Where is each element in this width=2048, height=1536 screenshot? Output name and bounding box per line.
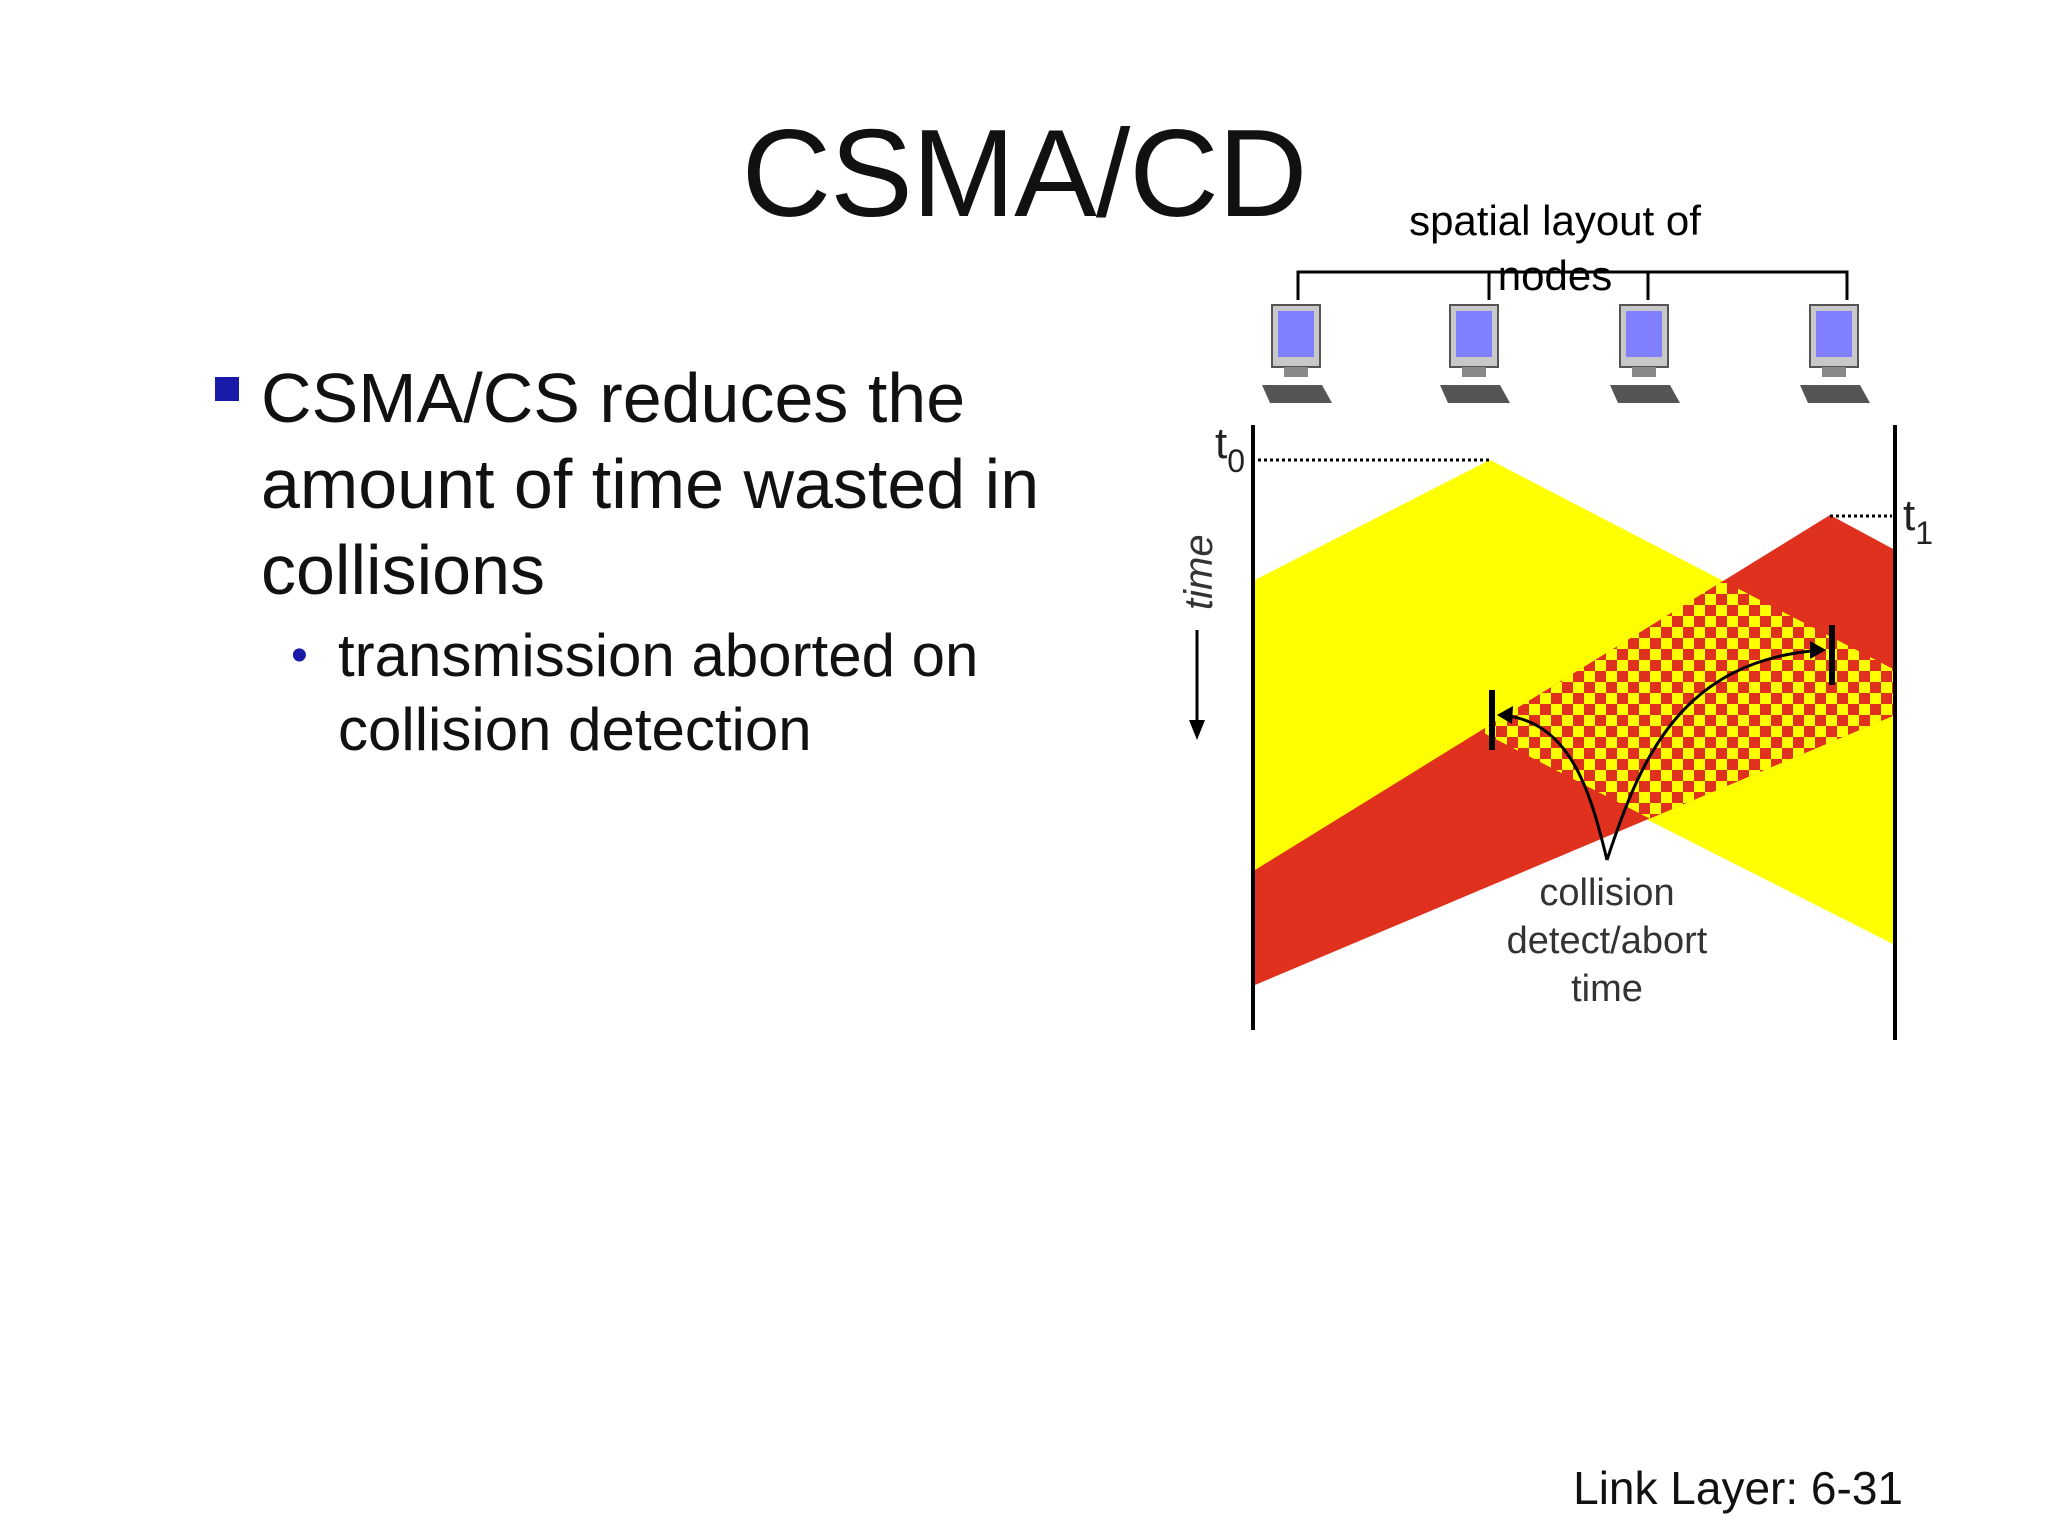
square-bullet-icon bbox=[215, 377, 239, 401]
t0-label: t0 bbox=[1215, 419, 1245, 479]
collision-arrow-right bbox=[1605, 648, 1823, 861]
layout-label-line2: nodes bbox=[1498, 252, 1612, 299]
collision-label-line3: time bbox=[1571, 968, 1643, 1010]
layout-bracket bbox=[1296, 270, 1849, 300]
bullet-sub: • transmission aborted on collision dete… bbox=[215, 619, 1115, 767]
slide-title: CSMA/CD bbox=[741, 105, 1308, 243]
collision-label-line1: collision bbox=[1539, 872, 1674, 914]
round-bullet-icon: • bbox=[291, 629, 308, 682]
bullet-main-text: CSMA/CS reduces the amount of time waste… bbox=[261, 359, 1040, 609]
layout-label-line1: spatial layout of bbox=[1409, 197, 1701, 244]
time-arrow-head-icon bbox=[1189, 720, 1205, 740]
computer-icon bbox=[1610, 304, 1680, 403]
arrow-head-left-icon bbox=[1497, 706, 1513, 724]
arrow-head-right-icon bbox=[1810, 641, 1826, 659]
collision-arrow-left bbox=[1499, 713, 1609, 861]
csma-cd-diagram: spatial layout of nodes t0 t1 time bbox=[1177, 197, 1933, 1040]
bullet-list: CSMA/CS reduces the amount of time waste… bbox=[215, 355, 1115, 767]
computer-icon bbox=[1262, 304, 1332, 403]
computer-icon bbox=[1800, 304, 1870, 403]
time-axis-label: time bbox=[1177, 534, 1221, 610]
bullet-sub-text: transmission aborted on collision detect… bbox=[338, 622, 979, 763]
t1-label: t1 bbox=[1903, 491, 1933, 551]
slide-footer: Link Layer: 6-31 bbox=[1573, 1462, 1903, 1514]
collision-label-line2: detect/abort bbox=[1507, 920, 1708, 962]
computer-icon bbox=[1440, 304, 1510, 403]
bullet-main: CSMA/CS reduces the amount of time waste… bbox=[215, 355, 1115, 613]
